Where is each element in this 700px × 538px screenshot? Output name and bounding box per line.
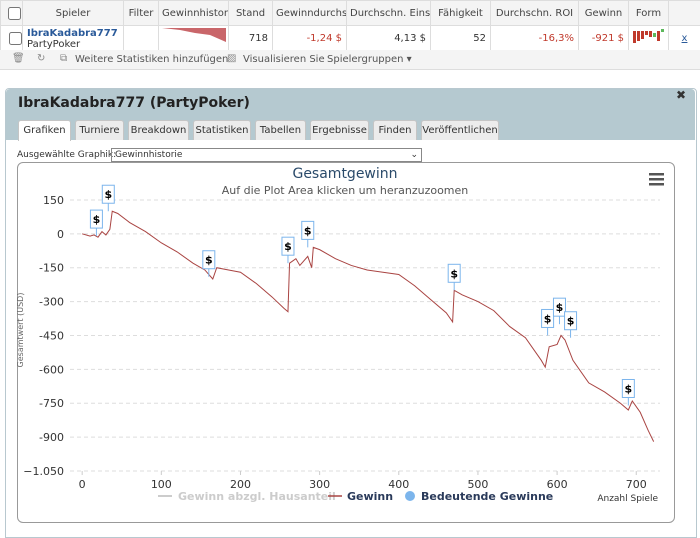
flag-label: $ [93, 213, 101, 226]
flag-label: $ [544, 312, 552, 325]
flag: $ [565, 312, 577, 338]
legend-label: Gewinn abzgl. Hausanteil [178, 490, 336, 503]
flag-label: $ [450, 267, 458, 280]
y-tick-label: -900 [39, 431, 64, 444]
flag: $ [302, 221, 314, 247]
flag-label: $ [304, 224, 312, 237]
flag: $ [542, 309, 554, 335]
legend-label: Bedeutende Gewinne [421, 490, 553, 503]
y-tick-label: -300 [39, 296, 64, 309]
y-tick-label: -750 [39, 397, 64, 410]
x-axis-title: Anzahl Spiele [597, 494, 658, 504]
y-tick-label: 0 [57, 228, 64, 241]
x-tick-label: 100 [151, 478, 172, 491]
legend-label: Gewinn [347, 490, 393, 503]
flag-label: $ [104, 188, 112, 201]
flag: $ [203, 251, 215, 277]
x-tick-label: 0 [79, 478, 86, 491]
flag-label: $ [205, 254, 213, 267]
flag: $ [448, 264, 460, 290]
menu-icon[interactable] [649, 173, 664, 186]
y-tick-label: −1.050 [23, 465, 64, 478]
chart-subtitle: Auf die Plot Area klicken um heranzuzoom… [222, 184, 469, 197]
flag: $ [102, 185, 114, 211]
flag: $ [282, 237, 294, 263]
flag-label: $ [567, 315, 575, 328]
y-tick-label: 150 [43, 194, 64, 207]
y-tick-label: -600 [39, 363, 64, 376]
flag-label: $ [556, 301, 564, 314]
flag-label: $ [284, 240, 292, 253]
y-axis-title: Gesamtwert (USD) [16, 293, 25, 368]
flag-label: $ [625, 382, 633, 395]
x-tick-label: 700 [626, 478, 647, 491]
y-tick-label: -450 [39, 329, 64, 342]
chart-title: Gesamtgewinn [292, 166, 397, 182]
y-tick-label: -150 [39, 262, 64, 275]
legend-marker [405, 491, 415, 501]
flag: $ [90, 210, 102, 236]
flag: $ [553, 298, 565, 324]
